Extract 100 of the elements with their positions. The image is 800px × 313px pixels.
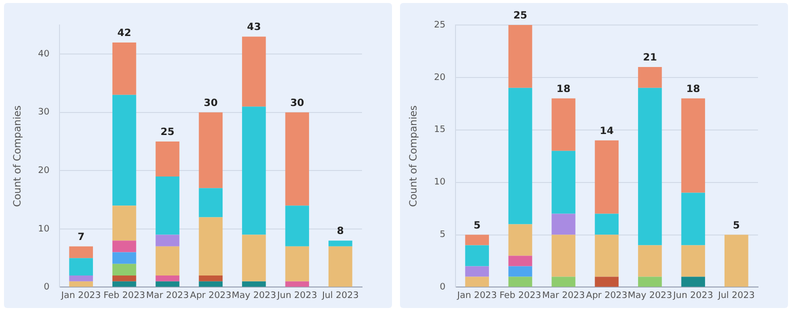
bar (681, 276, 706, 287)
bar (328, 240, 352, 246)
bar (198, 188, 223, 218)
bar (198, 281, 223, 287)
bar (594, 214, 619, 235)
bar (638, 88, 662, 246)
y-tick-label: 20 (38, 166, 50, 176)
x-tick-label: Feb 2023 (499, 290, 542, 301)
bar (285, 281, 310, 287)
total-label: 25 (160, 127, 174, 138)
bar (198, 276, 223, 282)
bar (681, 192, 706, 246)
y-axis-title: Count of Companies (408, 105, 420, 207)
bar (112, 42, 136, 95)
bar (112, 264, 136, 276)
x-tick-label: Apr 2023 (190, 290, 232, 301)
y-tick-label: 30 (38, 108, 50, 118)
y-tick-label: 25 (434, 20, 446, 30)
total-label: 30 (290, 98, 304, 109)
y-tick-label: 0 (44, 282, 50, 293)
y-tick-label: 40 (38, 49, 50, 60)
bar (508, 276, 532, 287)
total-label: 5 (732, 220, 740, 232)
bar (552, 98, 576, 151)
bar (638, 276, 662, 287)
bar (285, 206, 310, 246)
bar (594, 276, 619, 287)
bar (594, 140, 619, 214)
bar (69, 246, 93, 258)
bar (69, 276, 93, 282)
y-tick-label: 20 (434, 72, 446, 83)
bar (112, 276, 136, 282)
bar (681, 98, 706, 193)
bar (285, 246, 310, 282)
total-label: 25 (513, 10, 528, 22)
bar (508, 256, 532, 266)
bar (328, 246, 352, 287)
bar (112, 240, 136, 252)
bar (508, 25, 532, 88)
bar (508, 88, 532, 224)
y-tick-label: 0 (440, 282, 446, 293)
y-tick-label: 5 (440, 230, 446, 240)
x-tick-label: May 2023 (628, 290, 672, 301)
y-tick-label: 10 (434, 178, 446, 188)
bar (69, 258, 93, 276)
bar (242, 106, 266, 235)
bar (724, 234, 748, 287)
total-label: 14 (600, 126, 614, 137)
bar (465, 266, 489, 277)
bar (156, 176, 180, 235)
bar (242, 234, 266, 282)
bar (508, 266, 532, 277)
bar (112, 206, 136, 241)
bar (198, 217, 223, 276)
total-label: 30 (204, 98, 218, 109)
bar (242, 36, 266, 107)
x-tick-label: May 2023 (232, 290, 276, 301)
x-tick-label: Mar 2023 (146, 290, 189, 301)
bar (552, 234, 576, 277)
y-tick-label: 10 (38, 224, 50, 234)
x-tick-label: Jun 2023 (276, 290, 318, 301)
bar (552, 150, 576, 214)
bar (552, 214, 576, 235)
x-tick-label: Jun 2023 (672, 290, 714, 301)
total-label: 8 (336, 226, 344, 238)
bar (508, 224, 532, 256)
total-label: 7 (78, 232, 85, 244)
bar (69, 281, 93, 287)
x-tick-label: Jul 2023 (717, 290, 755, 301)
bar (156, 281, 180, 287)
x-tick-label: Mar 2023 (542, 290, 585, 301)
bar (112, 281, 136, 287)
total-label: 21 (642, 52, 657, 64)
bar (156, 234, 180, 246)
bar (156, 276, 180, 282)
bar (594, 234, 619, 277)
total-label: 18 (556, 84, 570, 96)
bar (112, 252, 136, 264)
x-tick-label: Apr 2023 (586, 290, 628, 301)
x-tick-label: Jan 2023 (60, 290, 101, 301)
y-axis-title: Count of Companies (12, 105, 24, 207)
bar (198, 112, 223, 188)
bar (638, 66, 662, 88)
bar (681, 245, 706, 277)
bar (465, 245, 489, 266)
bar (285, 112, 310, 206)
total-label: 43 (246, 22, 261, 34)
x-tick-label: Feb 2023 (103, 290, 146, 301)
bar (156, 246, 180, 276)
y-tick-label: 15 (434, 125, 446, 136)
x-tick-label: Jul 2023 (321, 290, 359, 301)
bar (552, 276, 576, 287)
bar (156, 142, 180, 176)
x-tick-label: Jan 2023 (456, 290, 497, 301)
total-label: 5 (474, 220, 481, 232)
bar (242, 281, 266, 287)
bar (465, 276, 489, 287)
total-label: 42 (117, 28, 132, 40)
bar (465, 234, 489, 246)
bar (112, 94, 136, 206)
